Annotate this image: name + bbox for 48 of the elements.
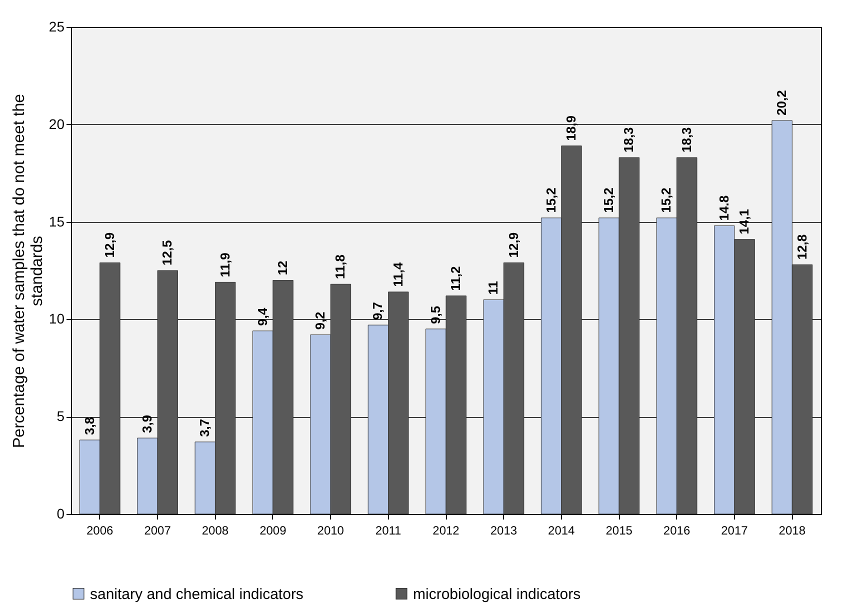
x-tick-label: 2006 — [86, 524, 114, 538]
data-label: 12,5 — [160, 240, 175, 266]
y-axis-title: Percentage of water samples that do not meet the standards — [10, 94, 46, 448]
x-tick-label: 2014 — [548, 524, 576, 538]
y-tick-label: 0 — [56, 506, 65, 522]
data-label: 11 — [486, 280, 501, 295]
x-tick-label: 2008 — [202, 524, 229, 538]
data-label: 18,3 — [621, 127, 636, 153]
data-label: 11,2 — [448, 266, 464, 291]
data-label: 11,8 — [332, 254, 348, 280]
data-label: 12,9 — [102, 232, 117, 258]
x-tick-label: 2010 — [317, 524, 344, 538]
data-label: 14.8 — [716, 195, 732, 221]
data-label: 15,2 — [658, 188, 674, 213]
y-tick-label: 25 — [48, 18, 65, 34]
y-tick-label: 15 — [48, 213, 65, 230]
x-tick-label: 2012 — [432, 524, 460, 538]
data-label: 15,2 — [600, 188, 616, 213]
data-label: 12,9 — [506, 232, 521, 258]
x-tick-label: 2017 — [721, 524, 748, 538]
data-label: 11,4 — [390, 262, 406, 287]
data-label: 18,9 — [563, 116, 578, 141]
data-label: 3,8 — [82, 416, 97, 435]
x-tick-label: 2007 — [144, 524, 172, 538]
data-label: 12 — [275, 260, 290, 276]
legend-label: sanitary and chemical indicators — [90, 586, 304, 603]
data-label: 20,2 — [774, 90, 790, 116]
data-label: 15,2 — [543, 188, 558, 213]
y-tick-label: 5 — [56, 408, 65, 424]
data-label: 11,9 — [217, 252, 232, 278]
x-tick-label: 2018 — [778, 524, 806, 538]
data-label: 14,1 — [736, 209, 752, 234]
x-tick-label: 2009 — [260, 524, 287, 538]
data-label: 18,3 — [678, 127, 694, 153]
x-tick-label: 2015 — [606, 524, 633, 538]
data-label: 3,7 — [197, 418, 212, 437]
data-label: 9,5 — [428, 306, 443, 324]
x-tick-label: 2011 — [375, 524, 402, 538]
x-tick-label: 2013 — [490, 524, 518, 538]
data-label: 9,4 — [254, 307, 270, 326]
legend-label: microbiological indicators — [413, 586, 581, 603]
data-label: 9,7 — [370, 302, 386, 320]
data-label: 9,2 — [312, 312, 328, 330]
y-tick-label: 20 — [48, 116, 65, 132]
y-tick-label: 10 — [48, 310, 65, 327]
data-label: 3,9 — [139, 414, 154, 434]
x-tick-label: 2016 — [663, 524, 690, 538]
data-label: 12,8 — [794, 234, 810, 260]
